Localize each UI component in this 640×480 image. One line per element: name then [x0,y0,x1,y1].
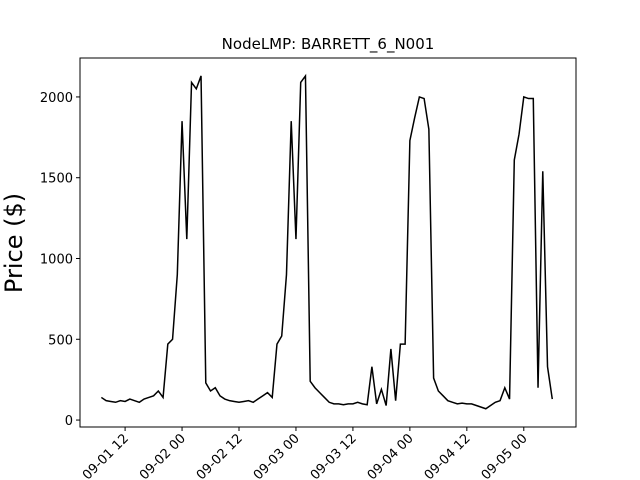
y-tick-label: 1000 [40,252,73,267]
y-tick-label: 1500 [40,172,73,187]
chart-title: NodeLMP: BARRETT_6_N001 [222,35,435,54]
price-line [100,73,554,410]
y-tick-label: 0 [65,414,73,429]
y-tick-label: 500 [48,333,73,348]
y-axis-label: Price ($) [0,193,28,293]
y-tick-label: 2000 [40,91,73,106]
plot-frame [79,57,577,428]
